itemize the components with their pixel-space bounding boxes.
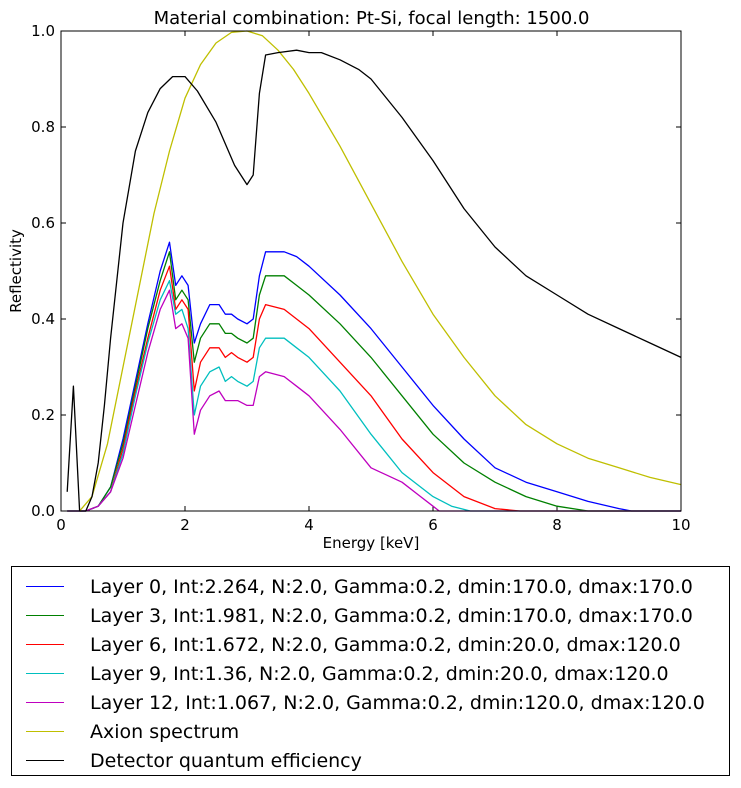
y-axis-label: Reflectivity bbox=[7, 229, 25, 313]
series-lines bbox=[66, 30, 682, 512]
y-tick-label: 0.6 bbox=[31, 214, 55, 232]
legend-label: Axion spectrum bbox=[90, 720, 240, 743]
x-tick-label: 2 bbox=[180, 516, 190, 534]
x-tick-label: 4 bbox=[304, 516, 314, 534]
legend-swatch-layer-3 bbox=[26, 615, 64, 616]
reflectivity-chart: Material combination: Pt-Si, focal lengt… bbox=[7, 8, 691, 552]
tick-labels: 0 2 4 6 8 10 0.0 0.2 0.4 0.6 0.8 1.0 bbox=[31, 22, 690, 534]
legend-swatch-layer-6 bbox=[26, 644, 64, 645]
legend-swatch-axion-spectrum bbox=[26, 731, 64, 732]
x-tick-label: 10 bbox=[671, 516, 690, 534]
x-tick-label: 0 bbox=[56, 516, 66, 534]
legend-item-layer-12: Layer 12, Int:1.067, N:2.0, Gamma:0.2, d… bbox=[26, 688, 705, 717]
series-line-3 bbox=[67, 279, 681, 512]
legend-label: Detector quantum efficiency bbox=[90, 749, 362, 772]
y-tick-label: 0.0 bbox=[31, 502, 55, 520]
axis-ticks bbox=[60, 30, 682, 512]
chart-title: Material combination: Pt-Si, focal lengt… bbox=[154, 8, 590, 29]
series-line-4 bbox=[67, 289, 681, 512]
legend-label: Layer 3, Int:1.981, N:2.0, Gamma:0.2, dm… bbox=[90, 604, 693, 627]
legend-item-layer-6: Layer 6, Int:1.672, N:2.0, Gamma:0.2, dm… bbox=[26, 630, 681, 659]
y-tick-label: 1.0 bbox=[31, 22, 55, 40]
legend-swatch-layer-0 bbox=[26, 586, 64, 587]
y-tick-label: 0.4 bbox=[31, 310, 55, 328]
legend-label: Layer 0, Int:2.264, N:2.0, Gamma:0.2, dm… bbox=[90, 575, 693, 598]
legend-item-layer-0: Layer 0, Int:2.264, N:2.0, Gamma:0.2, dm… bbox=[26, 572, 693, 601]
series-line-6 bbox=[66, 49, 682, 512]
series-line-1 bbox=[67, 251, 681, 512]
legend-item-detector-qe: Detector quantum efficiency bbox=[26, 746, 362, 775]
legend-label: Layer 12, Int:1.067, N:2.0, Gamma:0.2, d… bbox=[90, 691, 705, 714]
legend-swatch-layer-9 bbox=[26, 673, 64, 674]
series-line-5 bbox=[79, 30, 682, 512]
legend-swatch-layer-12 bbox=[26, 702, 64, 703]
series-line-2 bbox=[67, 265, 681, 512]
x-tick-label: 8 bbox=[552, 516, 562, 534]
legend-label: Layer 9, Int:1.36, N:2.0, Gamma:0.2, dmi… bbox=[90, 662, 669, 685]
plot-frame bbox=[60, 30, 682, 512]
legend-label: Layer 6, Int:1.672, N:2.0, Gamma:0.2, dm… bbox=[90, 633, 681, 656]
legend-item-layer-9: Layer 9, Int:1.36, N:2.0, Gamma:0.2, dmi… bbox=[26, 659, 669, 688]
series-line-0 bbox=[67, 241, 681, 512]
legend-item-layer-3: Layer 3, Int:1.981, N:2.0, Gamma:0.2, dm… bbox=[26, 601, 693, 630]
chart-legend: Layer 0, Int:2.264, N:2.0, Gamma:0.2, dm… bbox=[11, 566, 730, 776]
x-tick-label: 6 bbox=[428, 516, 438, 534]
y-tick-label: 0.8 bbox=[31, 118, 55, 136]
legend-item-axion-spectrum: Axion spectrum bbox=[26, 717, 239, 746]
y-tick-label: 0.2 bbox=[31, 406, 55, 424]
x-axis-label: Energy [keV] bbox=[323, 534, 420, 552]
legend-swatch-detector-qe bbox=[26, 760, 64, 761]
